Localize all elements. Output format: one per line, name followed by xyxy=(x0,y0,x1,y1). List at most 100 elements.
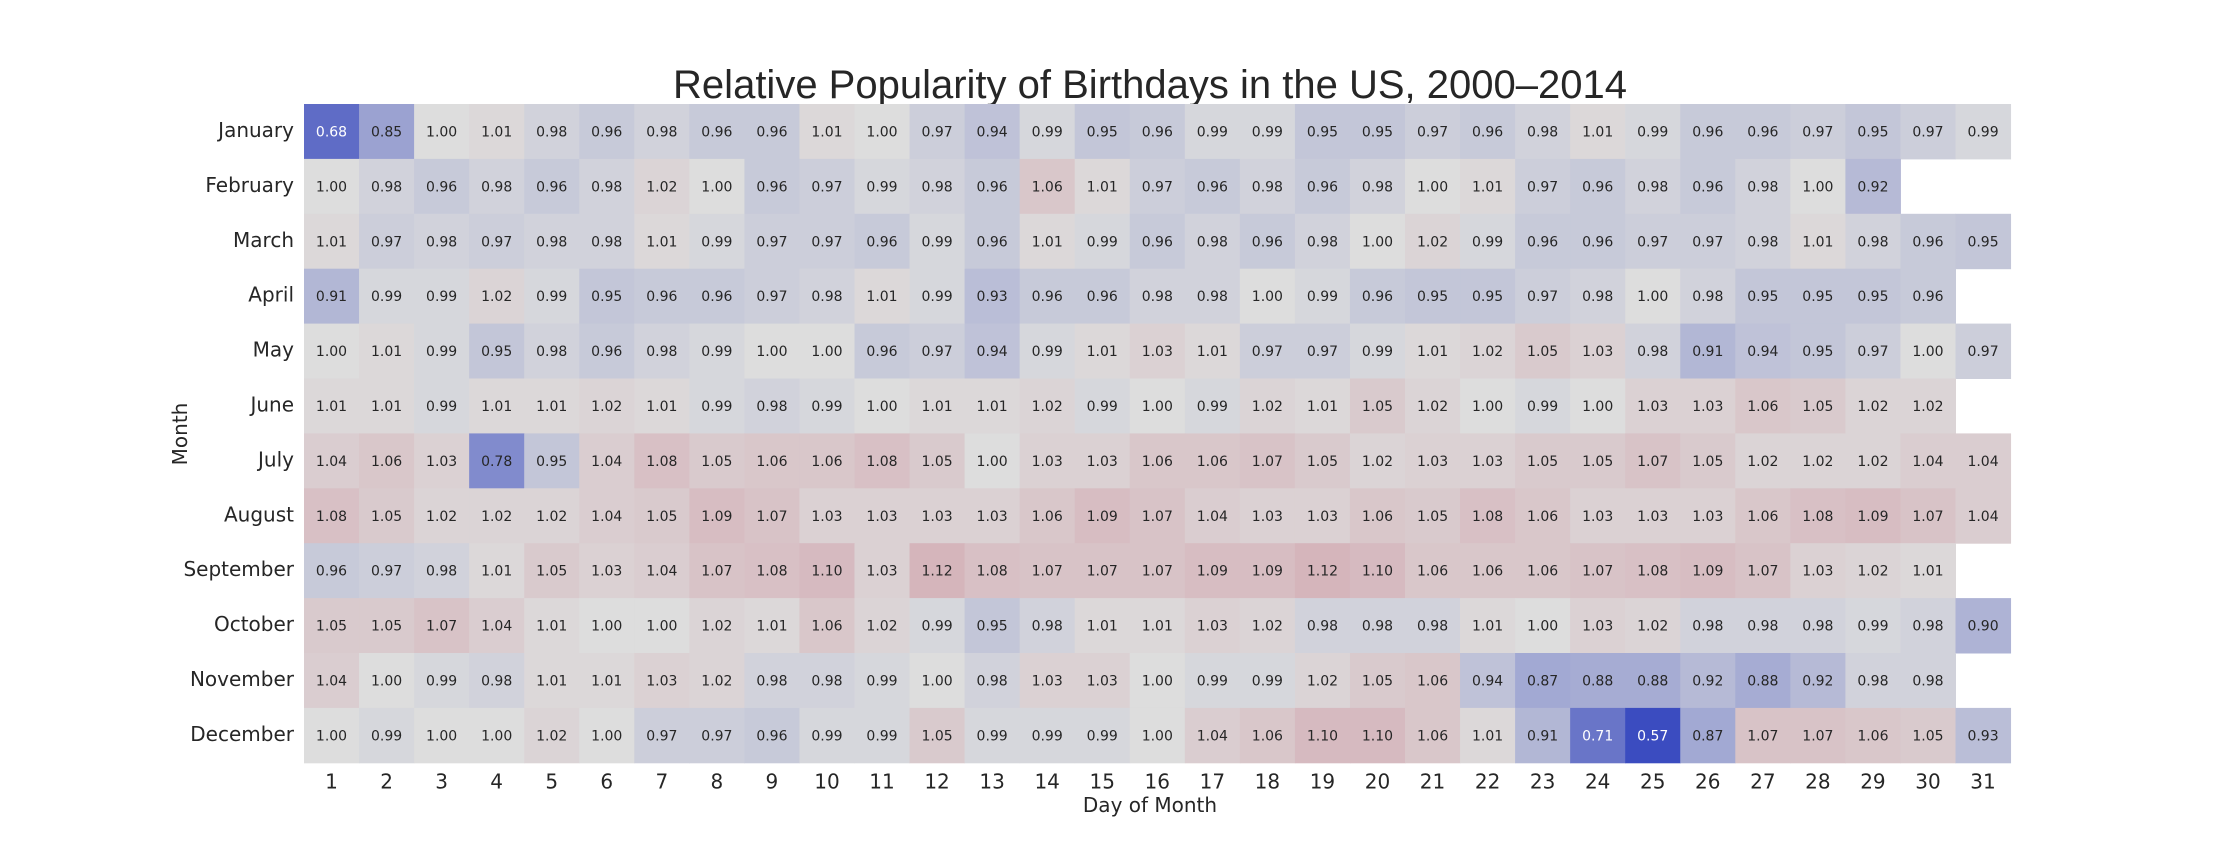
cell-value-label: 1.07 xyxy=(1582,564,1613,580)
heatmap-cell xyxy=(1515,323,1571,379)
cell-value-label: 1.07 xyxy=(1087,564,1118,580)
cell-value-label: 0.99 xyxy=(371,728,402,744)
x-tick-label: 16 xyxy=(1145,769,1170,793)
heatmap-cell xyxy=(579,433,635,489)
heatmap-cell xyxy=(469,158,525,215)
cell-value-label: 1.06 xyxy=(1362,509,1393,525)
cell-value-label: 1.06 xyxy=(1252,728,1283,744)
heatmap-cell xyxy=(304,598,360,654)
cell-value-label: 1.02 xyxy=(1307,673,1338,689)
cell-value-label: 1.03 xyxy=(646,673,677,689)
heatmap-cell xyxy=(909,488,966,544)
cell-value-label: 1.01 xyxy=(591,673,622,689)
x-tick-label: 4 xyxy=(490,769,503,793)
cell-value-label: 1.07 xyxy=(1747,728,1778,744)
cell-value-label: 0.88 xyxy=(1747,673,1778,689)
heatmap-data-labels: 0.68 0.85 1.00 1.01 0.98 0.96 0.98 0.96 0.96 1.01… xyxy=(316,124,1999,744)
cell-value-label: 0.97 xyxy=(1802,124,1833,140)
cell-value-label: 1.02 xyxy=(1857,454,1888,470)
cell-value-label: 1.06 xyxy=(1142,454,1173,470)
x-axis-label: Day of Month xyxy=(1083,793,1217,817)
cell-value-label: 1.01 xyxy=(481,124,512,140)
heatmap-cell xyxy=(1184,268,1241,325)
heatmap-cell xyxy=(799,543,855,599)
cell-value-label: 0.96 xyxy=(1692,124,1723,140)
cell-value-label: 1.09 xyxy=(1692,564,1723,580)
heatmap-cell xyxy=(359,488,415,544)
heatmap-cell xyxy=(1349,598,1406,654)
heatmap-cell xyxy=(1460,598,1516,654)
cell-value-label: 0.96 xyxy=(1252,234,1283,250)
cell-value-label: 1.05 xyxy=(316,619,347,635)
heatmap-cell xyxy=(1570,543,1626,599)
heatmap-cell xyxy=(359,213,415,270)
heatmap-cell xyxy=(579,378,635,434)
cell-value-label: 0.99 xyxy=(426,399,457,415)
heatmap-cell xyxy=(1515,213,1571,270)
cell-value-label: 0.94 xyxy=(977,344,1008,360)
cell-value-label: 1.00 xyxy=(1472,399,1503,415)
heatmap-cell xyxy=(964,707,1021,764)
heatmap-cell xyxy=(1349,488,1406,544)
heatmap-cell xyxy=(1129,598,1186,654)
heatmap-cell xyxy=(1184,158,1241,215)
cell-value-label: 1.06 xyxy=(756,454,787,470)
heatmap-cell xyxy=(634,158,690,215)
heatmap-cell xyxy=(1735,707,1791,764)
heatmap-cell xyxy=(1239,158,1296,215)
cell-value-label: 1.04 xyxy=(591,454,622,470)
cell-value-label: 0.95 xyxy=(591,289,622,305)
cell-value-label: 1.03 xyxy=(1472,454,1503,470)
cell-value-label: 1.06 xyxy=(1857,728,1888,744)
heatmap-cell xyxy=(1019,707,1076,764)
heatmap-cell xyxy=(579,323,635,379)
y-tick-label: November xyxy=(190,667,295,691)
heatmap-cell xyxy=(854,158,911,215)
cell-value-label: 0.99 xyxy=(1087,728,1118,744)
heatmap-cell xyxy=(469,104,525,160)
cell-value-label: 1.04 xyxy=(646,564,677,580)
cell-value-label: 1.01 xyxy=(481,399,512,415)
cell-value-label: 0.96 xyxy=(1747,124,1778,140)
x-tick-label: 19 xyxy=(1310,769,1335,793)
heatmap-cell xyxy=(1405,598,1461,654)
cell-value-label: 0.97 xyxy=(646,728,677,744)
cell-value-label: 0.94 xyxy=(1747,344,1778,360)
heatmap-cell xyxy=(1845,268,1901,325)
x-tick-label: 30 xyxy=(1915,769,1940,793)
heatmap-cell xyxy=(634,213,690,270)
heatmap-cell xyxy=(1900,433,1956,489)
cell-value-label: 0.99 xyxy=(701,344,732,360)
heatmap-cell xyxy=(964,158,1021,215)
heatmap-cell xyxy=(1074,488,1131,544)
heatmap-cell xyxy=(1019,268,1076,325)
cell-value-label: 0.97 xyxy=(756,234,787,250)
cell-value-label: 1.07 xyxy=(701,564,732,580)
heatmap-cell xyxy=(1955,323,2012,379)
heatmap-cell xyxy=(1625,158,1681,215)
cell-value-label: 0.97 xyxy=(811,234,842,250)
cell-value-label: 1.07 xyxy=(1142,564,1173,580)
heatmap-cell xyxy=(854,378,911,434)
heatmap-cell xyxy=(1570,323,1626,379)
heatmap-cell xyxy=(1570,378,1626,434)
cell-value-label: 0.99 xyxy=(977,728,1008,744)
heatmap-cell xyxy=(1845,323,1901,379)
cell-value-label: 0.96 xyxy=(536,179,567,195)
heatmap-cell xyxy=(1845,213,1901,270)
y-tick-label: July xyxy=(256,447,294,471)
heatmap-cell xyxy=(524,653,580,709)
cell-value-label: 1.03 xyxy=(1582,509,1613,525)
cell-value-label: 0.96 xyxy=(1912,234,1943,250)
heatmap-cell xyxy=(1735,543,1791,599)
heatmap-cell xyxy=(1405,653,1461,709)
heatmap-cell xyxy=(1625,488,1681,544)
heatmap-cell xyxy=(1019,598,1076,654)
cell-value-label: 0.96 xyxy=(1087,289,1118,305)
heatmap-cell xyxy=(689,653,745,709)
cell-value-label: 1.00 xyxy=(426,728,457,744)
heatmap-cell xyxy=(1570,104,1626,160)
y-tick-label: October xyxy=(214,612,295,636)
cell-value-label: 1.01 xyxy=(481,564,512,580)
heatmap-cell xyxy=(1460,213,1516,270)
